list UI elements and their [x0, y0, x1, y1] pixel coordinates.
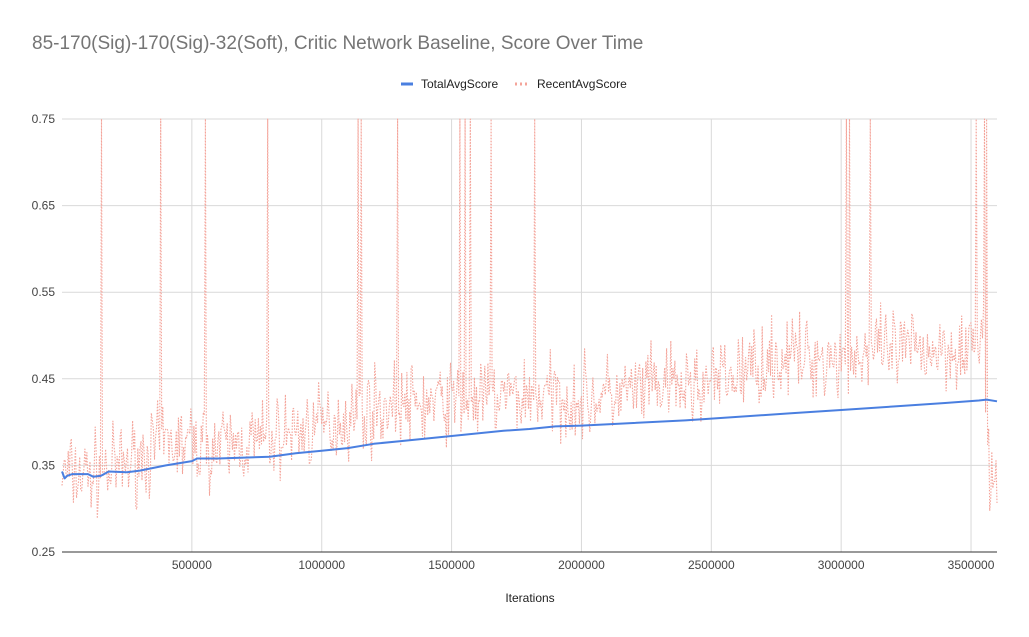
- y-tick-label: 0.25: [32, 545, 56, 559]
- grid: [62, 118, 997, 553]
- y-tick-label: 0.45: [32, 372, 56, 386]
- legend-label-recentavgscore: RecentAvgScore: [537, 77, 627, 91]
- chart-title: 85-170(Sig)-170(Sig)-32(Soft), Critic Ne…: [32, 33, 644, 54]
- x-tick-label: 500000: [172, 558, 212, 572]
- x-tick-label: 3000000: [818, 558, 865, 572]
- x-tick-label: 1500000: [428, 558, 475, 572]
- totalavgscore-line: [61, 398, 998, 480]
- series-totalavgscore: [61, 398, 998, 480]
- legend: TotalAvgScore RecentAvgScore: [401, 77, 627, 91]
- x-tick-label: 2500000: [688, 558, 735, 572]
- y-tick-label: 0.75: [32, 112, 56, 126]
- legend-label-totalavgscore: TotalAvgScore: [421, 77, 498, 91]
- y-axis-ticks: 0.25 0.35 0.45 0.55 0.65 0.75: [32, 112, 56, 559]
- y-tick-label: 0.35: [32, 458, 56, 472]
- x-axis-title: Iterations: [505, 591, 554, 605]
- x-tick-label: 3500000: [948, 558, 995, 572]
- y-tick-label: 0.55: [32, 285, 56, 299]
- recentavgscore-line: [61, 118, 998, 519]
- x-tick-label: 2000000: [558, 558, 605, 572]
- y-tick-label: 0.65: [32, 199, 56, 213]
- x-axis-ticks: 500000 1000000 1500000 2000000 2500000 300000…: [172, 558, 995, 572]
- series-recentavgscore: [61, 118, 998, 519]
- x-tick-label: 1000000: [298, 558, 345, 572]
